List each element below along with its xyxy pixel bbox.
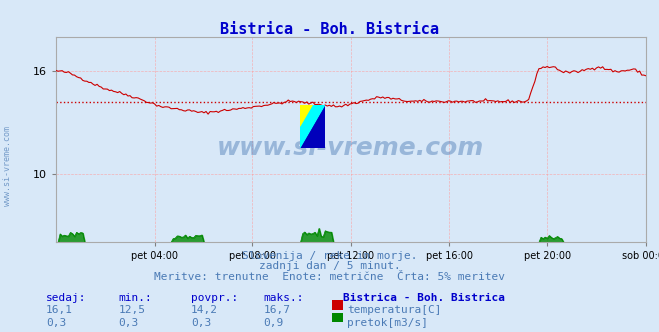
Text: 0,3: 0,3 (46, 318, 67, 328)
Text: min.:: min.: (119, 293, 152, 303)
Text: 14,2: 14,2 (191, 305, 218, 315)
Text: 16,1: 16,1 (46, 305, 73, 315)
Text: www.si-vreme.com: www.si-vreme.com (217, 136, 484, 160)
Polygon shape (300, 105, 325, 148)
Text: Meritve: trenutne  Enote: metrične  Črta: 5% meritev: Meritve: trenutne Enote: metrične Črta: … (154, 272, 505, 282)
Text: www.si-vreme.com: www.si-vreme.com (3, 126, 13, 206)
Polygon shape (300, 105, 312, 126)
Text: temperatura[C]: temperatura[C] (347, 305, 442, 315)
Text: Bistrica - Boh. Bistrica: Bistrica - Boh. Bistrica (220, 22, 439, 37)
Text: 0,3: 0,3 (119, 318, 139, 328)
Text: 0,9: 0,9 (264, 318, 284, 328)
Text: povpr.:: povpr.: (191, 293, 239, 303)
Text: 16,7: 16,7 (264, 305, 291, 315)
Text: pretok[m3/s]: pretok[m3/s] (347, 318, 428, 328)
Text: Slovenija / reke in morje.: Slovenija / reke in morje. (242, 251, 417, 261)
Text: sedaj:: sedaj: (46, 293, 86, 303)
Text: zadnji dan / 5 minut.: zadnji dan / 5 minut. (258, 261, 401, 271)
Polygon shape (300, 105, 325, 148)
Text: Bistrica - Boh. Bistrica: Bistrica - Boh. Bistrica (343, 293, 505, 303)
Text: 12,5: 12,5 (119, 305, 146, 315)
Text: maks.:: maks.: (264, 293, 304, 303)
Text: 0,3: 0,3 (191, 318, 212, 328)
